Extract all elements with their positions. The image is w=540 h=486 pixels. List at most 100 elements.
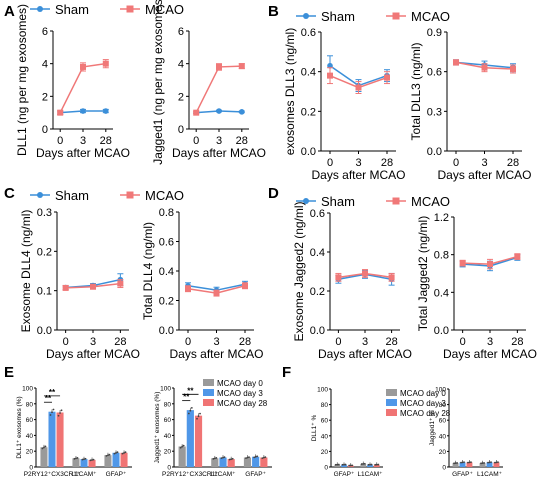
y-tick-label: 20: [26, 449, 34, 456]
panel-label-D: D: [268, 185, 279, 202]
bar-dot: [334, 463, 337, 466]
bar-dot: [84, 457, 87, 460]
panel-label-B: B: [268, 3, 279, 20]
bar-dot: [246, 456, 249, 459]
legend-label-2: MCAO day 28: [400, 409, 451, 418]
x-tick-label: GFAP⁺: [452, 471, 473, 478]
y-tick-label: 60: [439, 418, 447, 425]
bar-dot: [337, 463, 340, 466]
bar-dot: [181, 445, 184, 448]
x-axis-label: Days after MCAO: [437, 168, 531, 182]
bar-dot: [470, 461, 472, 464]
legend-swatch-0: [386, 389, 397, 396]
bar-mcao-day-0: [243, 457, 252, 467]
y-axis-label: DLL1 (ng per mg exosomes): [15, 4, 29, 156]
panel-label-F: F: [282, 364, 291, 381]
bar-dot: [199, 412, 201, 415]
legend-marker-mcao: [126, 5, 134, 13]
sig-label: **: [183, 393, 190, 402]
bar-mcao-day-3: [459, 462, 466, 467]
data-point-mcao: [216, 63, 222, 70]
bar-dot: [113, 452, 116, 455]
bar-dot: [367, 463, 370, 466]
data-point-mcao: [327, 72, 333, 79]
bar-mcao-day-3: [367, 464, 373, 467]
bar-dot: [81, 458, 84, 461]
y-tick-label: 0.1: [37, 286, 52, 298]
y-axis-label: Total DLL4 (ng/ml): [141, 222, 155, 320]
bar-dot: [107, 454, 109, 457]
bar-dot: [92, 458, 95, 461]
y-tick-label: 0.6: [310, 208, 325, 220]
data-point-mcao: [514, 253, 521, 260]
bar-dot: [351, 464, 354, 467]
y-axis-label: DLL1⁺ exosomes (%): [16, 396, 23, 458]
bar-dot: [253, 456, 256, 459]
bar-dot: [343, 463, 345, 466]
y-tick-label: 0.4: [434, 287, 449, 299]
y-tick-label: 0.2: [301, 106, 316, 118]
bar-dot: [89, 459, 92, 462]
bar-dot: [231, 457, 234, 460]
y-tick-label: 0.4: [301, 67, 316, 79]
legend-label-0: MCAO day 0: [217, 379, 263, 388]
bar-dot: [453, 462, 455, 465]
bar-dot: [262, 456, 265, 459]
bar-dot: [223, 456, 226, 459]
y-tick-label: 0.3: [427, 106, 442, 118]
series-line-mcao: [195, 65, 242, 114]
y-axis-label: Total Jagged2 (ng/ml): [416, 216, 430, 331]
bar-dot: [363, 462, 366, 465]
x-tick-label: L1CAM⁺: [357, 471, 383, 478]
data-point-mcao: [510, 66, 516, 73]
x-tick-label: 3: [487, 336, 493, 348]
y-tick-label: 100: [435, 387, 446, 394]
chart-F1: 0 20 40 60 80 100 DLL1⁺ % GFAP⁺ L1CAM⁺: [311, 387, 383, 479]
bar-dot: [75, 457, 77, 460]
legend-label-mcao: MCAO: [411, 194, 450, 209]
bar-dot: [179, 446, 182, 449]
y-axis-label: Jagged1⁺ %: [429, 410, 436, 446]
y-tick-label: 0: [167, 465, 171, 472]
y-tick-label: 0: [29, 465, 33, 472]
bar-mcao-day-3: [112, 452, 120, 467]
data-point-mcao: [335, 274, 342, 281]
legend-label-sham: Sham: [321, 9, 355, 24]
bar-dot: [230, 458, 233, 461]
bar-mcao-day-0: [211, 458, 219, 467]
x-tick-label: 3: [216, 135, 222, 147]
x-tick-label: 0: [57, 135, 63, 147]
bar-mcao-day-28: [373, 464, 380, 467]
bar-mcao-day-28: [466, 462, 473, 467]
x-tick-label: 28: [236, 135, 248, 147]
bar-dot: [344, 463, 347, 466]
bar-dot: [43, 446, 45, 449]
legend-label-mcao: MCAO: [145, 2, 184, 17]
x-tick-label: L1CAM⁺: [210, 471, 236, 478]
bar-dot: [59, 412, 61, 414]
bar-mcao-day-0: [360, 463, 367, 467]
legend-label-1: MCAO day 3: [217, 389, 263, 398]
x-tick-label: 0: [193, 135, 199, 147]
x-tick-label: 3: [80, 135, 86, 147]
bar-dot: [494, 461, 496, 464]
y-tick-label: 0.0: [301, 146, 316, 158]
bar-dot: [264, 456, 267, 459]
x-axis-label: Days after MCAO: [443, 347, 537, 361]
bar-dot: [341, 463, 344, 466]
legend-label-sham: Sham: [55, 188, 89, 203]
bar-mcao-day-28: [260, 457, 268, 467]
bar-dot: [248, 456, 250, 459]
y-tick-label: 4: [178, 59, 184, 71]
bar-dot: [222, 456, 224, 459]
y-tick-label: 0.9: [427, 27, 442, 39]
data-point-mcao: [90, 283, 96, 290]
y-tick-label: 0.2: [37, 246, 52, 258]
bar-dot: [108, 453, 111, 456]
legend-label-1: MCAO day 3: [400, 399, 446, 408]
sig-label: **: [187, 386, 194, 395]
data-point-mcao: [388, 274, 395, 281]
